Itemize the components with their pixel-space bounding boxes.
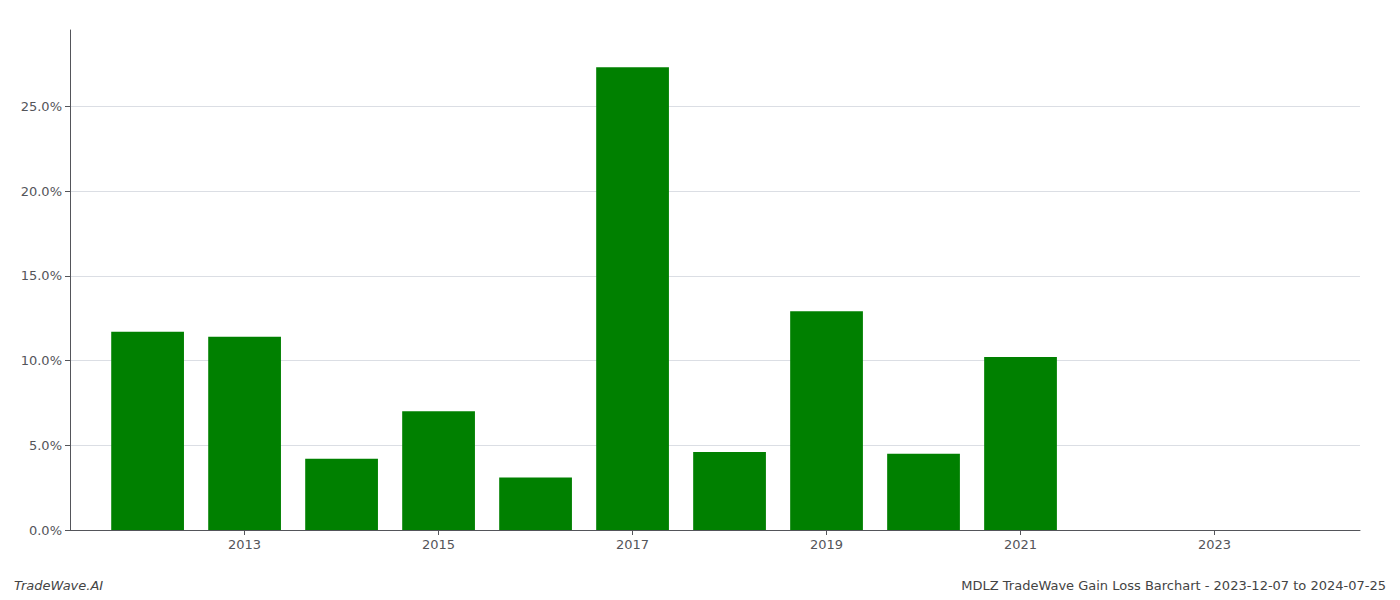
- svg-text:15.0%: 15.0%: [21, 268, 62, 283]
- svg-text:2013: 2013: [228, 537, 261, 552]
- svg-text:2017: 2017: [616, 537, 649, 552]
- svg-text:TradeWave.AI: TradeWave.AI: [14, 578, 103, 593]
- svg-text:2015: 2015: [422, 537, 455, 552]
- svg-text:2021: 2021: [1004, 537, 1037, 552]
- svg-text:25.0%: 25.0%: [21, 99, 62, 114]
- svg-text:2023: 2023: [1198, 537, 1231, 552]
- svg-text:10.0%: 10.0%: [21, 353, 62, 368]
- svg-text:20.0%: 20.0%: [21, 184, 62, 199]
- svg-text:MDLZ TradeWave Gain Loss Barch: MDLZ TradeWave Gain Loss Barchart - 2023…: [961, 578, 1386, 593]
- svg-text:2019: 2019: [810, 537, 843, 552]
- svg-text:0.0%: 0.0%: [29, 523, 62, 538]
- svg-text:5.0%: 5.0%: [29, 438, 62, 453]
